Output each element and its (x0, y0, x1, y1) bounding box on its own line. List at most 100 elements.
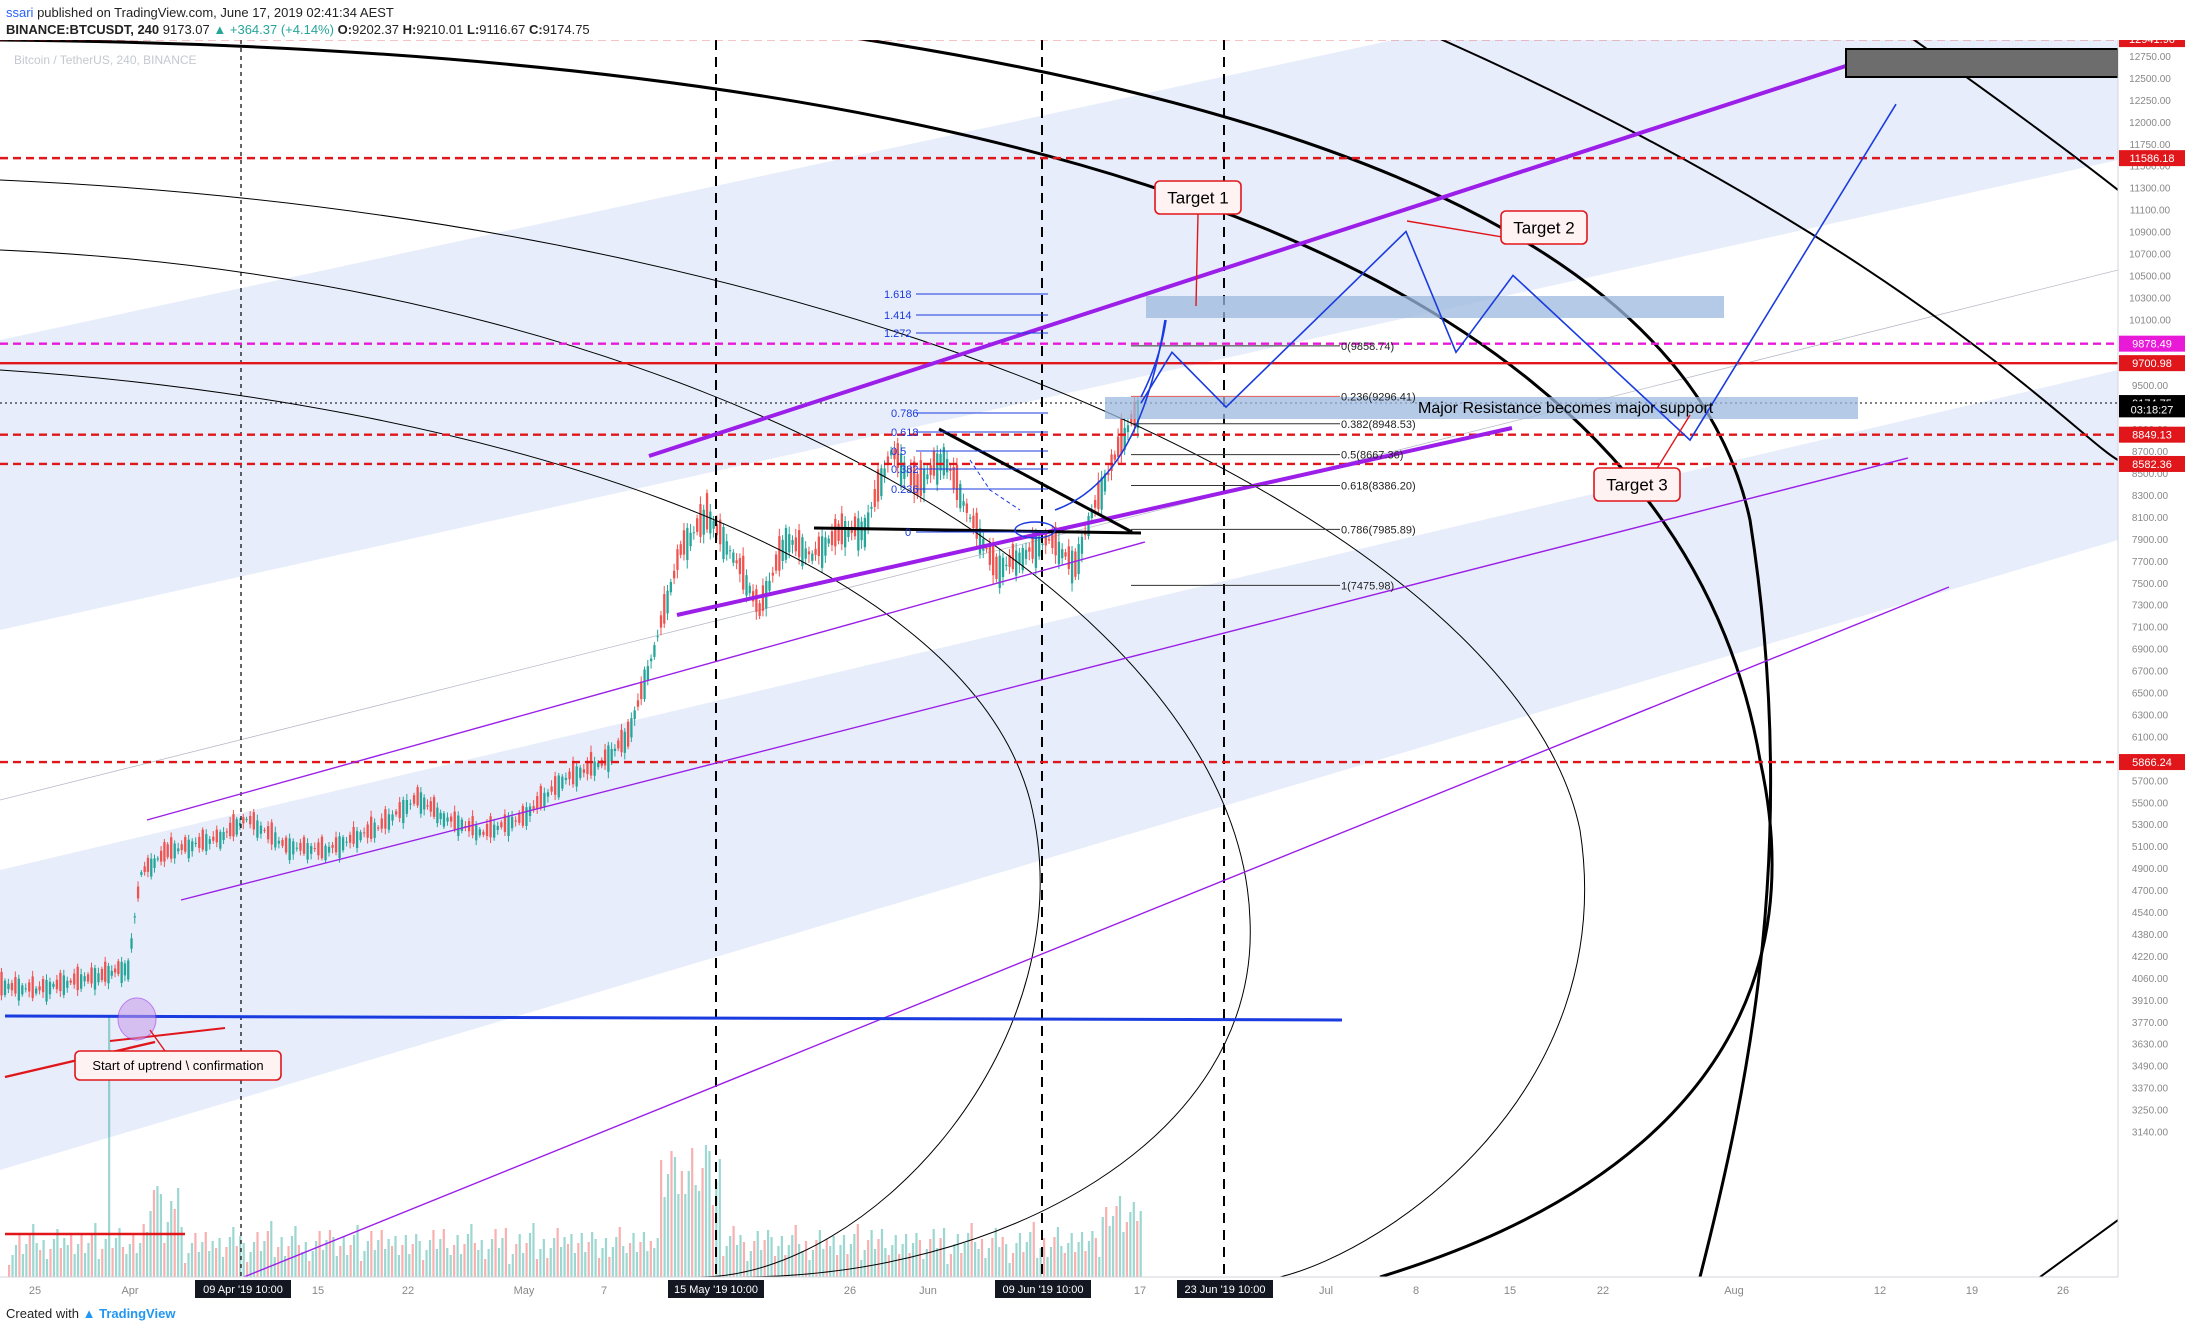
candle (86, 974, 90, 982)
candle (194, 842, 197, 845)
price-axis-tick: 6500.00 (2132, 689, 2169, 700)
candle (709, 511, 712, 534)
candle (215, 829, 218, 843)
candle (159, 850, 163, 862)
candle (242, 817, 245, 824)
target-1-callout-text: Target 1 (1167, 189, 1228, 208)
candle (73, 973, 76, 985)
uptrend-callout-box[interactable] (74, 1050, 282, 1081)
candle (90, 967, 93, 984)
volume-bar (867, 1240, 870, 1277)
candle (113, 968, 117, 973)
volume-bar (715, 1182, 718, 1277)
volume-bar (1080, 1232, 1084, 1277)
target-3-callout-box[interactable] (1593, 467, 1681, 502)
volume-bar (263, 1241, 266, 1277)
price-chart[interactable]: 0(9858.74) 0.236(9296.41) 0.382(8948.53) 0.… (0, 40, 2186, 1300)
volume-bar (560, 1247, 563, 1277)
volume-bar (604, 1238, 608, 1277)
price-axis-badge-label: 03:18:27 (2131, 404, 2174, 416)
volume-bar (404, 1235, 407, 1277)
candle (814, 548, 817, 555)
volume-bar (459, 1254, 463, 1277)
bottom-ellipse (1014, 521, 1056, 539)
candle (62, 975, 65, 996)
candle (1097, 481, 1100, 510)
candle (170, 837, 173, 859)
price-axis-badge (2119, 426, 2185, 443)
volume-bar (218, 1238, 221, 1277)
price-axis-tick: 5700.00 (2132, 776, 2169, 787)
candle (945, 459, 949, 473)
candle (916, 474, 919, 496)
time-axis-tick: Jun (919, 1285, 937, 1297)
candle (127, 960, 130, 980)
candle (449, 816, 453, 822)
volume-bar (197, 1252, 200, 1277)
volume-bar (125, 1254, 128, 1277)
volume-bar (939, 1238, 942, 1277)
volume-bar (508, 1264, 511, 1277)
candle (525, 807, 528, 826)
volume-bar (39, 1250, 42, 1277)
candle (334, 837, 338, 853)
volume-bar (825, 1239, 828, 1277)
candle (166, 844, 169, 858)
candle (962, 501, 965, 506)
volume-bar (94, 1223, 97, 1277)
volume-bar (842, 1235, 846, 1277)
candle (140, 872, 143, 875)
volume-bar (815, 1240, 818, 1277)
volume-bar (128, 1244, 131, 1277)
author-name[interactable]: ssari (6, 5, 34, 20)
candle (377, 827, 380, 829)
volume-bar (704, 1145, 708, 1277)
tradingview-brand[interactable]: TradingView (99, 1306, 176, 1321)
volume-bar (139, 1243, 142, 1277)
candle (649, 658, 653, 662)
candle (589, 752, 593, 776)
volume-bar (663, 1197, 666, 1277)
volume-bar (553, 1238, 556, 1277)
candle (774, 554, 778, 571)
volume-bar (949, 1254, 953, 1277)
date-marker-1-label: 09 Apr '19 10:00 (203, 1284, 283, 1296)
volume-bar (311, 1251, 314, 1277)
candle (886, 456, 890, 464)
volume-bar (701, 1168, 704, 1277)
candle (238, 823, 242, 826)
volume-bar (1049, 1247, 1053, 1277)
volume-bar (1025, 1242, 1028, 1277)
candle (853, 516, 857, 537)
volume-bar (80, 1234, 83, 1277)
candle (436, 807, 439, 824)
volume-bar (52, 1239, 56, 1277)
candle (1057, 541, 1061, 565)
candle (97, 973, 100, 983)
arc-6 (0, 369, 1041, 1277)
candle (692, 532, 696, 534)
candle (952, 466, 955, 489)
candle (423, 797, 426, 810)
candle (682, 530, 686, 555)
candle (827, 538, 830, 544)
candle (521, 805, 525, 826)
candle (380, 818, 383, 829)
target-2-callout-box[interactable] (1500, 210, 1588, 245)
volume-bar (511, 1254, 514, 1277)
regression-channel-upper (0, 40, 2118, 630)
volume-bar (708, 1151, 711, 1277)
price-axis-tick: 10500.00 (2129, 271, 2171, 282)
volume-bar (880, 1229, 884, 1277)
candle (177, 848, 180, 852)
candle (686, 527, 689, 561)
price-axis-badge-label: 8582.36 (2132, 459, 2172, 471)
volume-bar (767, 1230, 770, 1277)
volume-bar (104, 1239, 107, 1277)
candle (252, 812, 255, 830)
candle (1061, 549, 1064, 559)
tradingview-logo-icon[interactable]: ▲ (82, 1306, 96, 1321)
candle (345, 841, 348, 843)
target-1-callout-box[interactable] (1154, 180, 1242, 215)
candle (857, 518, 860, 551)
